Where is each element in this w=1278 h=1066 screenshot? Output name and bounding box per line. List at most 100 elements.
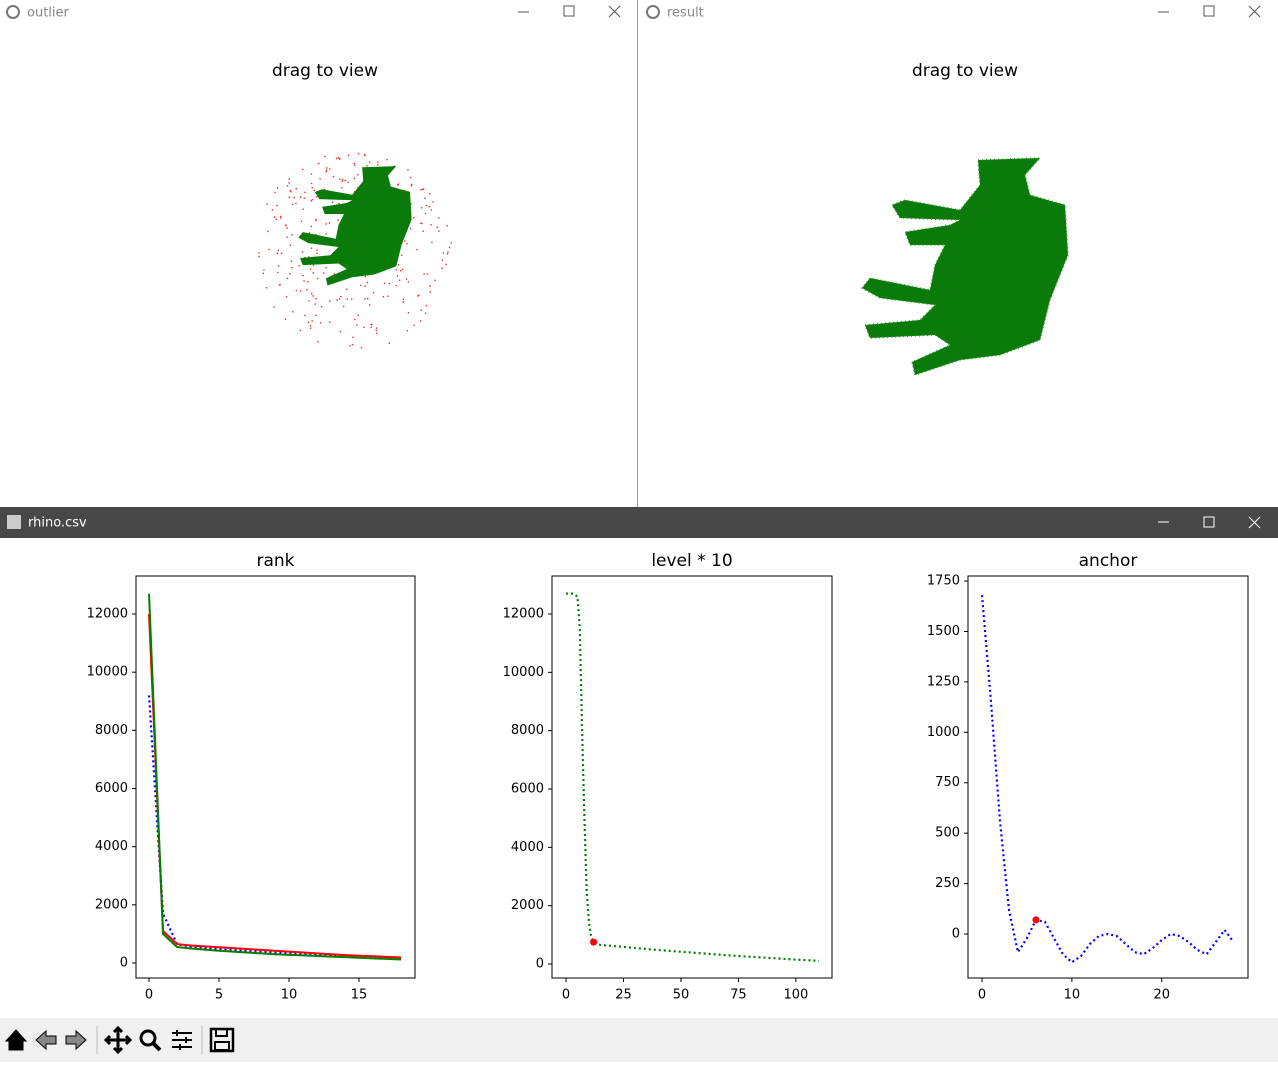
back-button[interactable] [35, 1029, 57, 1051]
outlier-point [364, 285, 366, 287]
home-button[interactable] [4, 1029, 28, 1051]
outlier-point [312, 272, 315, 274]
outlier-point [310, 247, 313, 250]
chart-title: anchor [1079, 551, 1138, 571]
outlier-point [307, 280, 309, 283]
outlier-point [325, 232, 327, 235]
outlier-point [310, 292, 313, 295]
outlier-point [299, 329, 302, 332]
y-tick-label: 2000 [511, 898, 544, 913]
outlier-point [312, 295, 314, 297]
x-tick-label: 100 [783, 988, 808, 1003]
outlier-point [312, 264, 315, 267]
outlier-point [448, 246, 451, 249]
outlier-point [418, 294, 420, 297]
outlier-point [351, 343, 354, 346]
zoom-button[interactable] [139, 1029, 162, 1052]
outlier-point [356, 324, 358, 326]
x-tick-label: 50 [673, 988, 690, 1003]
save-button[interactable] [209, 1027, 235, 1053]
outlier-point [407, 311, 410, 314]
x-tick-label: 5 [215, 988, 223, 1003]
outlier-point [420, 309, 423, 311]
x-tick-label: 0 [978, 988, 986, 1003]
outlier-point [431, 241, 433, 244]
outlier-point [309, 324, 312, 327]
outlier-point [349, 345, 351, 347]
series-line [147, 695, 402, 960]
outlier-point [315, 218, 318, 221]
outlier-point [335, 157, 338, 160]
outlier-point [276, 252, 279, 255]
outlier-point [342, 305, 345, 308]
outlier-point [428, 205, 430, 208]
outlier-point [286, 277, 289, 280]
outlier-point [309, 327, 312, 329]
outlier-point [310, 225, 313, 228]
outlier-point [289, 244, 292, 246]
x-tick-label: 0 [145, 988, 153, 1003]
outlier-point [409, 176, 412, 179]
outlier-point [288, 178, 291, 181]
outlier-point [383, 282, 386, 284]
window-controls[interactable] [518, 5, 621, 18]
window-controls[interactable] [1158, 5, 1261, 18]
outlier-point [311, 320, 313, 322]
outlier-point [291, 266, 293, 269]
pan-button[interactable] [103, 1025, 133, 1055]
outlier-point [397, 263, 400, 266]
outlier-point [420, 206, 423, 209]
outlier-point [395, 284, 398, 287]
outlier-point [325, 223, 328, 225]
outlier-point [350, 298, 353, 301]
configure-button[interactable] [172, 1030, 192, 1050]
y-tick-label: 0 [952, 927, 960, 942]
outlier-point [338, 202, 340, 205]
outlier-point [364, 298, 366, 300]
outlier-point [298, 265, 300, 267]
plot-frame [135, 575, 416, 979]
outlier-point [322, 272, 325, 274]
x-tick-label: 15 [351, 988, 368, 1003]
x-tick-label: 20 [1153, 988, 1170, 1003]
outlier-point [266, 203, 268, 205]
outlier-point [313, 189, 316, 192]
app-icon [646, 5, 660, 19]
outlier-point [286, 236, 288, 238]
outlier-point [276, 186, 279, 189]
outlier-point [347, 154, 350, 156]
outlier-point [416, 248, 418, 251]
outlier-point [410, 184, 413, 187]
outlier-point [293, 196, 295, 199]
outlier-point [395, 269, 398, 271]
y-tick-label: 0 [536, 957, 544, 972]
outlier-point [357, 173, 359, 176]
series-line [566, 592, 819, 962]
outlier-point [429, 192, 431, 195]
outlier-point [436, 226, 439, 229]
y-tick-label: 6000 [95, 781, 128, 796]
y-tick-label: 1000 [927, 725, 960, 740]
app-icon [7, 515, 21, 529]
outlier-point [360, 346, 363, 349]
outlier-point [344, 179, 346, 182]
point-cloud [298, 166, 412, 286]
outlier-point [277, 265, 280, 267]
outlier-point [338, 157, 341, 160]
y-tick-label: 10000 [503, 665, 544, 680]
y-tick-label: 500 [935, 826, 960, 841]
y-tick-label: 4000 [511, 840, 544, 855]
outlier-point [420, 222, 423, 225]
window-controls[interactable] [1158, 516, 1261, 529]
outlier-point [265, 286, 268, 289]
outlier-point [413, 216, 415, 219]
outlier-point [324, 155, 326, 158]
forward-button[interactable] [65, 1029, 87, 1051]
x-tick-label: 10 [281, 988, 298, 1003]
outlier-point [332, 175, 335, 178]
window-title: result [667, 6, 704, 21]
outlier-point [352, 336, 354, 339]
outlier-point [399, 270, 402, 272]
outlier-point [426, 273, 428, 275]
outlier-point [425, 304, 428, 307]
